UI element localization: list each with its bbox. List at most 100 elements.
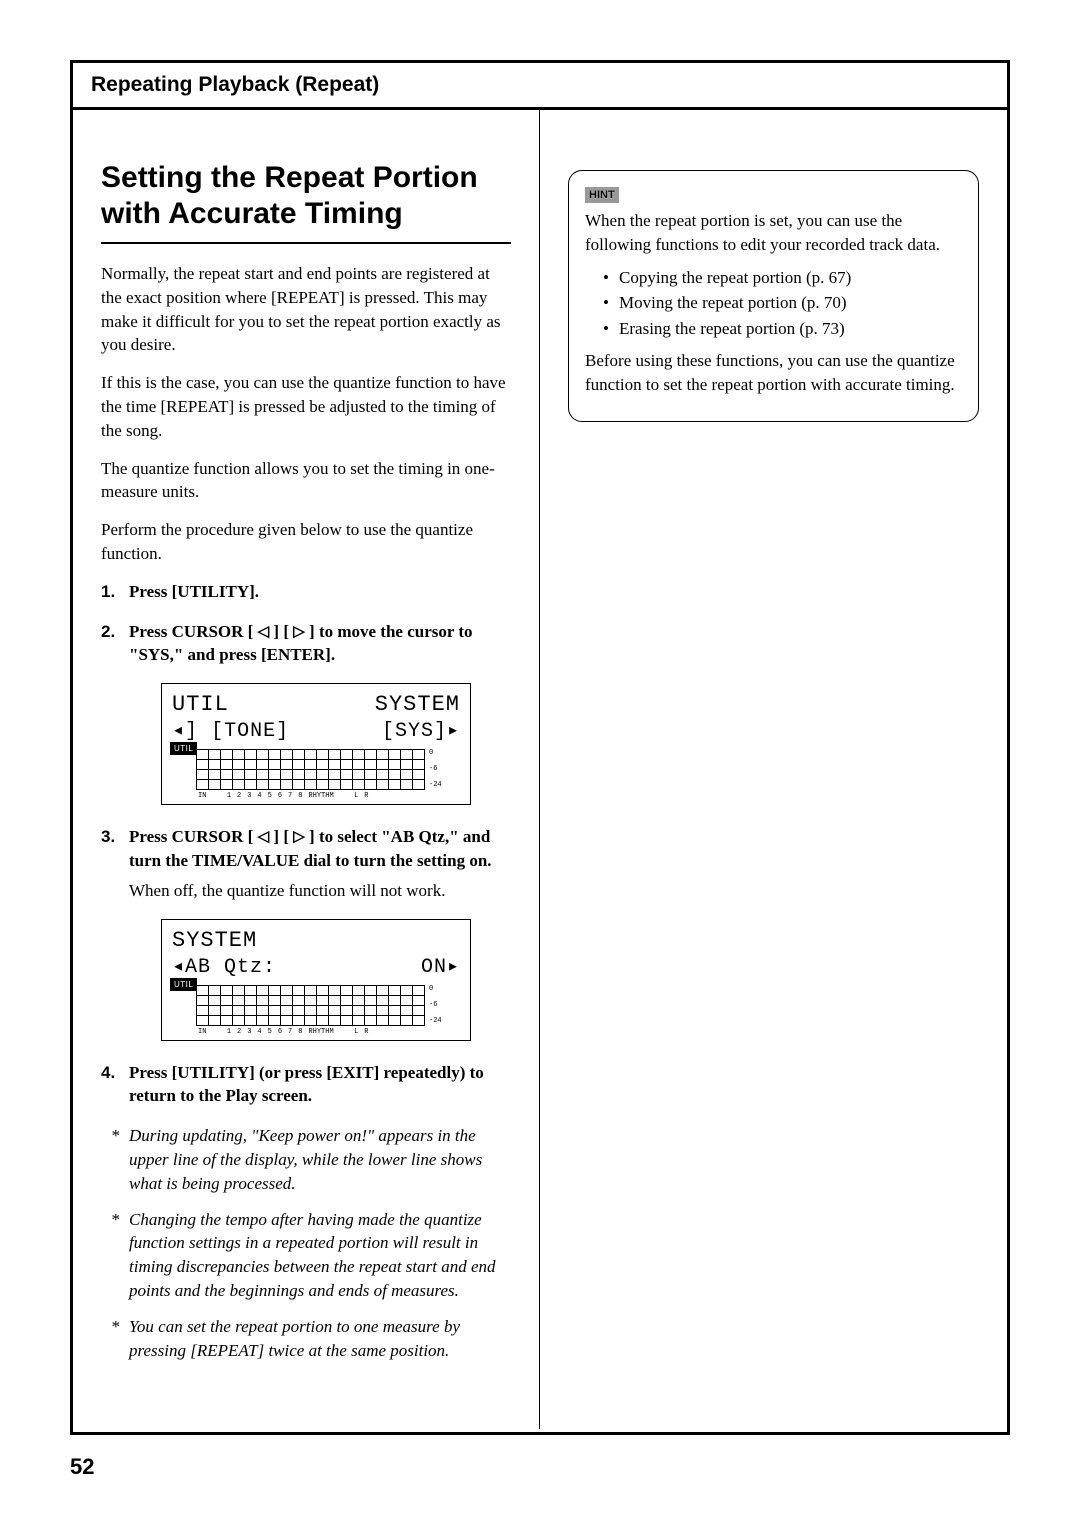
meter-label: 2 [237, 792, 241, 800]
meter-cells [196, 985, 425, 1026]
meter-label: R [364, 1028, 368, 1036]
step-number: 1. [101, 580, 129, 604]
meter-cells [196, 749, 425, 790]
lcd-line-1: SYSTEM [172, 928, 460, 953]
lcd-meter-grid: 0 -6 -24 IN 1 2 3 4 5 6 7 8 [196, 985, 454, 1036]
cursor-right-icon [293, 622, 305, 643]
main-heading: Setting the Repeat Portion with Accurate… [101, 160, 511, 244]
page-frame: Repeating Playback (Repeat) Setting the … [70, 60, 1010, 1435]
note-text: You can set the repeat portion to one me… [129, 1315, 511, 1363]
lcd-meter-grid: 0 -6 -24 IN 1 2 3 4 5 6 7 8 [196, 749, 454, 800]
hint-item: Erasing the repeat portion (p. 73) [603, 316, 962, 342]
notes-list: * During updating, "Keep power on!" appe… [101, 1124, 511, 1362]
content-columns: Setting the Repeat Portion with Accurate… [73, 110, 1007, 1429]
meter-label: R [364, 792, 368, 800]
meter-label: 5 [268, 792, 272, 800]
meter-label: 7 [288, 792, 292, 800]
step-1: 1. Press [UTILITY]. [101, 580, 511, 604]
hint-intro: When the repeat portion is set, you can … [585, 209, 962, 257]
meter-label: 7 [288, 1028, 292, 1036]
lcd-figure-2: SYSTEM ◂AB Qtz: ON▸ UTIL [161, 919, 471, 1041]
lcd-line-2: ◂] [TONE] [SYS]▸ [172, 717, 460, 743]
hint-item: Moving the repeat portion (p. 70) [603, 290, 962, 316]
lcd-text: SYSTEM [172, 928, 257, 953]
note-text: Changing the tempo after having made the… [129, 1208, 511, 1303]
page-number: 52 [70, 1454, 94, 1480]
meter-label: L [354, 1028, 358, 1036]
steps-list-cont: 3. Press CURSOR [ ] [ ] to select "AB Qt… [101, 825, 511, 902]
meter-label: 8 [298, 1028, 302, 1036]
meter-y-labels: 0 -6 -24 [429, 749, 442, 789]
hint-list: Copying the repeat portion (p. 67) Movin… [585, 265, 962, 342]
meter-y-labels: 0 -6 -24 [429, 985, 442, 1025]
meter-label: 5 [268, 1028, 272, 1036]
lcd-arrow-left-icon: ◂] [172, 720, 198, 743]
step-3: 3. Press CURSOR [ ] [ ] to select "AB Qt… [101, 825, 511, 902]
header-title: Repeating Playback (Repeat) [73, 63, 1007, 110]
meter-label: IN [198, 1028, 206, 1036]
meter-label: -6 [429, 765, 442, 773]
meter-label: -6 [429, 1001, 442, 1009]
meter-label: -24 [429, 781, 442, 789]
cursor-right-icon [293, 827, 305, 848]
hint-badge: HINT [585, 187, 619, 203]
meter-label: 6 [278, 1028, 282, 1036]
meter-label: 1 [227, 792, 231, 800]
intro-para-1: Normally, the repeat start and end point… [101, 262, 511, 357]
step-text-pre: Press CURSOR [ [129, 827, 258, 846]
steps-list: 1. Press [UTILITY]. 2. Press CURSOR [ ] … [101, 580, 511, 667]
util-badge: UTIL [170, 978, 197, 991]
meter-label: RHYTHM [308, 792, 333, 800]
asterisk-icon: * [101, 1315, 129, 1363]
cursor-left-icon [258, 827, 270, 848]
step-text: Press [UTILITY] (or press [EXIT] repeate… [129, 1063, 484, 1106]
step-2: 2. Press CURSOR [ ] [ ] to move the curs… [101, 620, 511, 668]
meter-label: 3 [247, 1028, 251, 1036]
hint-outro: Before using these functions, you can us… [585, 349, 962, 397]
lcd-line-1: UTIL SYSTEM [172, 692, 460, 717]
meter-label: 4 [257, 1028, 261, 1036]
step-text: Press CURSOR [ ] [ ] to select "AB Qtz,"… [129, 827, 492, 870]
lcd-line-2: ◂AB Qtz: ON▸ [172, 953, 460, 979]
step-follow: When off, the quantize function will not… [129, 879, 511, 903]
step-text-mid: ] [ [269, 622, 293, 641]
lcd-text: SYSTEM [375, 692, 460, 717]
left-column: Setting the Repeat Portion with Accurate… [73, 110, 540, 1429]
lcd-text: UTIL [172, 692, 229, 717]
meter-label: 6 [278, 792, 282, 800]
asterisk-icon: * [101, 1124, 129, 1195]
lcd-text: ON▸ [421, 953, 460, 979]
intro-para-4: Perform the procedure given below to use… [101, 518, 511, 566]
step-number: 3. [101, 825, 129, 902]
lcd-text: [SYS]▸ [382, 717, 460, 743]
hint-item: Copying the repeat portion (p. 67) [603, 265, 962, 291]
lcd-figure-1: UTIL SYSTEM ◂] [TONE] [SYS]▸ UTIL [161, 683, 471, 805]
meter-label: L [354, 792, 358, 800]
meter-label: 3 [247, 792, 251, 800]
meter-label: 8 [298, 792, 302, 800]
note-item: * Changing the tempo after having made t… [101, 1208, 511, 1303]
step-text: Press CURSOR [ ] [ ] to move the cursor … [129, 622, 473, 665]
meter-label: 4 [257, 792, 261, 800]
meter-x-labels: IN 1 2 3 4 5 6 7 8 RHYTHM L R [198, 792, 454, 800]
step-4: 4. Press [UTILITY] (or press [EXIT] repe… [101, 1061, 511, 1109]
lcd-text: ◂AB Qtz: [172, 953, 276, 979]
meter-label: IN [198, 792, 206, 800]
meter-label: 0 [429, 985, 442, 993]
note-text: During updating, "Keep power on!" appear… [129, 1124, 511, 1195]
step-text: Press [UTILITY]. [129, 582, 259, 601]
note-item: * You can set the repeat portion to one … [101, 1315, 511, 1363]
step-number: 2. [101, 620, 129, 668]
util-badge: UTIL [170, 742, 197, 755]
meter-x-labels: IN 1 2 3 4 5 6 7 8 RHYTHM L R [198, 1028, 454, 1036]
step-text-mid: ] [ [269, 827, 293, 846]
intro-para-2: If this is the case, you can use the qua… [101, 371, 511, 442]
meter-label: RHYTHM [308, 1028, 333, 1036]
meter-label: 2 [237, 1028, 241, 1036]
intro-para-3: The quantize function allows you to set … [101, 457, 511, 505]
meter-label: 1 [227, 1028, 231, 1036]
cursor-left-icon [258, 622, 270, 643]
step-text-pre: Press CURSOR [ [129, 622, 258, 641]
asterisk-icon: * [101, 1208, 129, 1303]
steps-list-cont2: 4. Press [UTILITY] (or press [EXIT] repe… [101, 1061, 511, 1109]
